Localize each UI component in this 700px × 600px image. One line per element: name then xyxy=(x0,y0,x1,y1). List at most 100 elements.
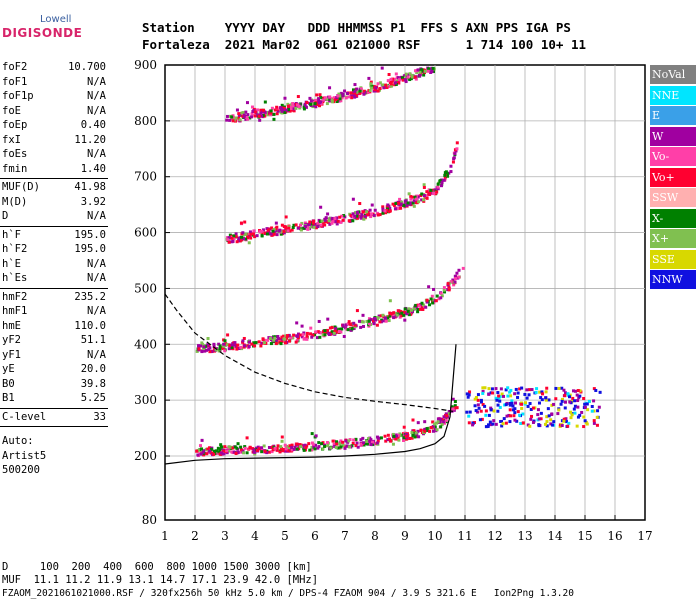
echo-point xyxy=(453,148,457,152)
echo-point xyxy=(344,96,348,100)
echo-point xyxy=(359,87,363,91)
auto-scaling-0: Auto: xyxy=(2,435,34,447)
param-fmin: fmin 1.40 xyxy=(2,163,106,176)
echo-point xyxy=(230,236,234,240)
echo-point xyxy=(206,343,210,347)
x-tick-label: 3 xyxy=(221,529,229,543)
footer-file-info: FZAOM_2021061021000.RSF / 320fx256h 50 k… xyxy=(2,588,574,599)
echo-point xyxy=(307,442,311,446)
y-tick-label: 200 xyxy=(134,449,157,463)
echo-point xyxy=(214,348,218,352)
echo-point xyxy=(505,414,509,418)
echo-point xyxy=(273,108,277,112)
echo-point xyxy=(592,399,596,403)
echo-point xyxy=(355,214,359,218)
echo-point xyxy=(408,437,412,441)
echo-point xyxy=(324,216,328,220)
echo-point xyxy=(233,445,237,449)
echo-point xyxy=(560,386,564,390)
echo-point xyxy=(295,321,299,325)
trace-1 xyxy=(195,266,465,354)
echo-point xyxy=(499,387,503,391)
param-value: 20.0 xyxy=(80,363,106,375)
echo-point xyxy=(286,102,290,106)
echo-point xyxy=(388,437,392,441)
echo-point xyxy=(476,398,480,402)
echo-point xyxy=(454,277,458,281)
echo-point xyxy=(383,209,387,213)
echo-point xyxy=(230,343,234,347)
echo-point xyxy=(239,345,243,349)
echo-point xyxy=(479,409,483,413)
echo-point xyxy=(330,326,334,330)
echo-point xyxy=(333,217,337,221)
echo-point xyxy=(400,200,404,204)
echo-point xyxy=(500,424,504,428)
echo-point xyxy=(397,201,401,205)
echo-point xyxy=(278,228,282,232)
echo-point xyxy=(280,223,284,227)
echo-point xyxy=(325,440,329,444)
echo-point xyxy=(455,147,459,151)
echo-point xyxy=(283,110,287,114)
echo-point xyxy=(290,448,294,452)
echo-point xyxy=(303,102,307,106)
echo-point xyxy=(219,445,223,449)
echo-point xyxy=(272,117,276,121)
param-name: B0 xyxy=(2,377,15,390)
param-name: fxI xyxy=(2,133,21,146)
echo-point xyxy=(594,388,598,392)
echo-point xyxy=(320,219,324,223)
echo-point xyxy=(316,221,320,225)
echo-point xyxy=(331,220,335,224)
legend-item-x: X+ xyxy=(650,229,696,248)
echo-point xyxy=(420,304,424,308)
echo-point xyxy=(381,205,385,209)
echo-point xyxy=(465,392,469,396)
echo-point xyxy=(479,398,483,402)
echo-point xyxy=(450,405,454,409)
echo-point xyxy=(556,412,560,416)
echo-point xyxy=(246,117,250,121)
echo-point xyxy=(394,72,398,76)
echo-point xyxy=(544,396,548,400)
echo-point xyxy=(326,317,330,321)
echo-point xyxy=(492,419,496,423)
echo-point xyxy=(369,215,373,219)
echo-point xyxy=(223,445,227,449)
echo-point xyxy=(199,447,203,451)
echo-point xyxy=(354,93,358,97)
x-tick-label: 7 xyxy=(341,529,349,543)
echo-point xyxy=(554,386,558,390)
echo-point xyxy=(379,436,383,440)
echo-point xyxy=(523,401,527,405)
x-tick-label: 4 xyxy=(251,529,259,543)
echo-point xyxy=(312,445,316,449)
trace-4 xyxy=(465,386,602,429)
echo-point xyxy=(570,413,574,417)
echo-point xyxy=(504,388,508,392)
echo-point xyxy=(451,397,455,401)
echo-point xyxy=(468,390,472,394)
echo-point xyxy=(285,334,289,338)
echo-point xyxy=(381,83,385,87)
echo-point xyxy=(372,319,376,323)
param-foe: foE N/A xyxy=(2,105,106,118)
echo-point xyxy=(327,331,331,335)
echo-point xyxy=(280,111,284,115)
echo-point xyxy=(349,214,353,218)
echo-point xyxy=(265,232,269,236)
logo-lowell: Lowell xyxy=(40,14,72,25)
echo-point xyxy=(221,449,225,453)
echo-point xyxy=(334,327,338,331)
echo-point xyxy=(590,404,594,408)
param-name: foF2 xyxy=(2,61,28,73)
echo-point xyxy=(418,307,422,311)
echo-point xyxy=(416,195,420,199)
echo-point xyxy=(341,443,345,447)
echo-point xyxy=(426,69,430,73)
echo-point xyxy=(457,275,461,279)
param-value: 5.25 xyxy=(80,392,106,404)
echo-point xyxy=(351,441,355,445)
echo-point xyxy=(399,206,403,210)
